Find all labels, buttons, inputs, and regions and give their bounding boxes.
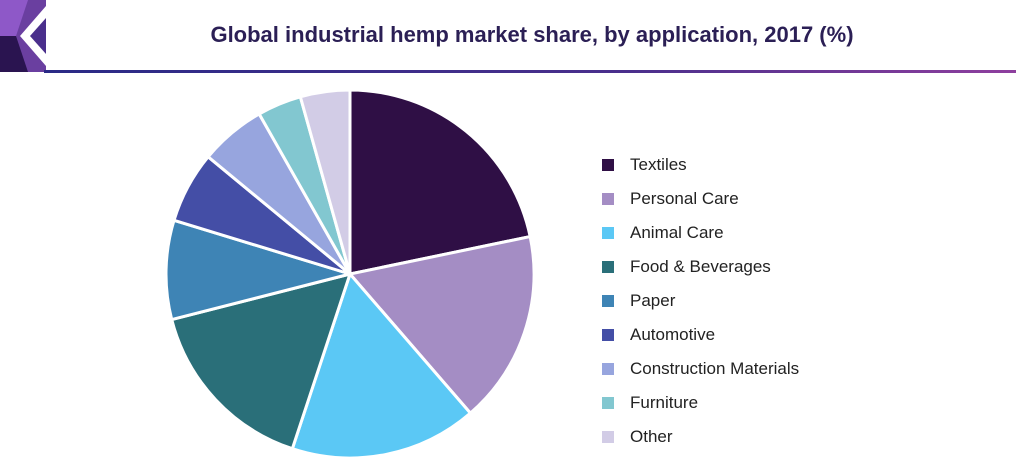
chart-legend: Textiles Personal Care Animal Care Food & B… (602, 148, 799, 454)
legend-label: Other (630, 427, 673, 446)
legend-label: Automotive (630, 325, 716, 344)
legend-label: Paper (630, 291, 676, 310)
legend-swatch (602, 431, 614, 443)
legend-item-furniture: Furniture (602, 386, 799, 420)
legend-label: Textiles (630, 155, 687, 174)
pie-slice-food-beverages (170, 272, 352, 451)
legend-item-automotive: Automotive (602, 318, 799, 352)
pie-chart (164, 88, 536, 460)
legend-label: Personal Care (630, 189, 739, 208)
legend-item-personal-care: Personal Care (602, 182, 799, 216)
legend-label: Food & Beverages (630, 257, 771, 276)
legend-swatch (602, 329, 614, 341)
pie-slice-personal-care (348, 235, 536, 415)
legend-swatch (602, 193, 614, 205)
legend-label: Furniture (630, 393, 699, 412)
legend-swatch (602, 397, 614, 409)
legend-label: Construction Materials (630, 359, 800, 378)
brand-logo (0, 0, 46, 72)
header-divider (44, 70, 1016, 73)
legend-swatch (602, 227, 614, 239)
pie-slice-textiles (348, 88, 532, 276)
legend-item-animal-care: Animal Care (602, 216, 799, 250)
legend-swatch (602, 363, 614, 375)
legend-item-textiles: Textiles (602, 148, 799, 182)
legend-swatch (602, 159, 614, 171)
pie-slice-other (298, 88, 352, 276)
legend-swatch (602, 261, 614, 273)
legend-item-construction-materials: Construction Materials (602, 352, 799, 386)
legend-swatch (602, 295, 614, 307)
legend-item-other: Other (602, 420, 799, 454)
header: Global industrial hemp market share, by … (0, 0, 1024, 76)
legend-item-paper: Paper (602, 284, 799, 318)
legend-item-food-beverages: Food & Beverages (602, 250, 799, 284)
pie-slice-paper (164, 218, 352, 322)
pie-slice-animal-care (290, 272, 472, 460)
legend-label: Animal Care (630, 223, 724, 242)
chart-title: Global industrial hemp market share, by … (210, 22, 854, 47)
